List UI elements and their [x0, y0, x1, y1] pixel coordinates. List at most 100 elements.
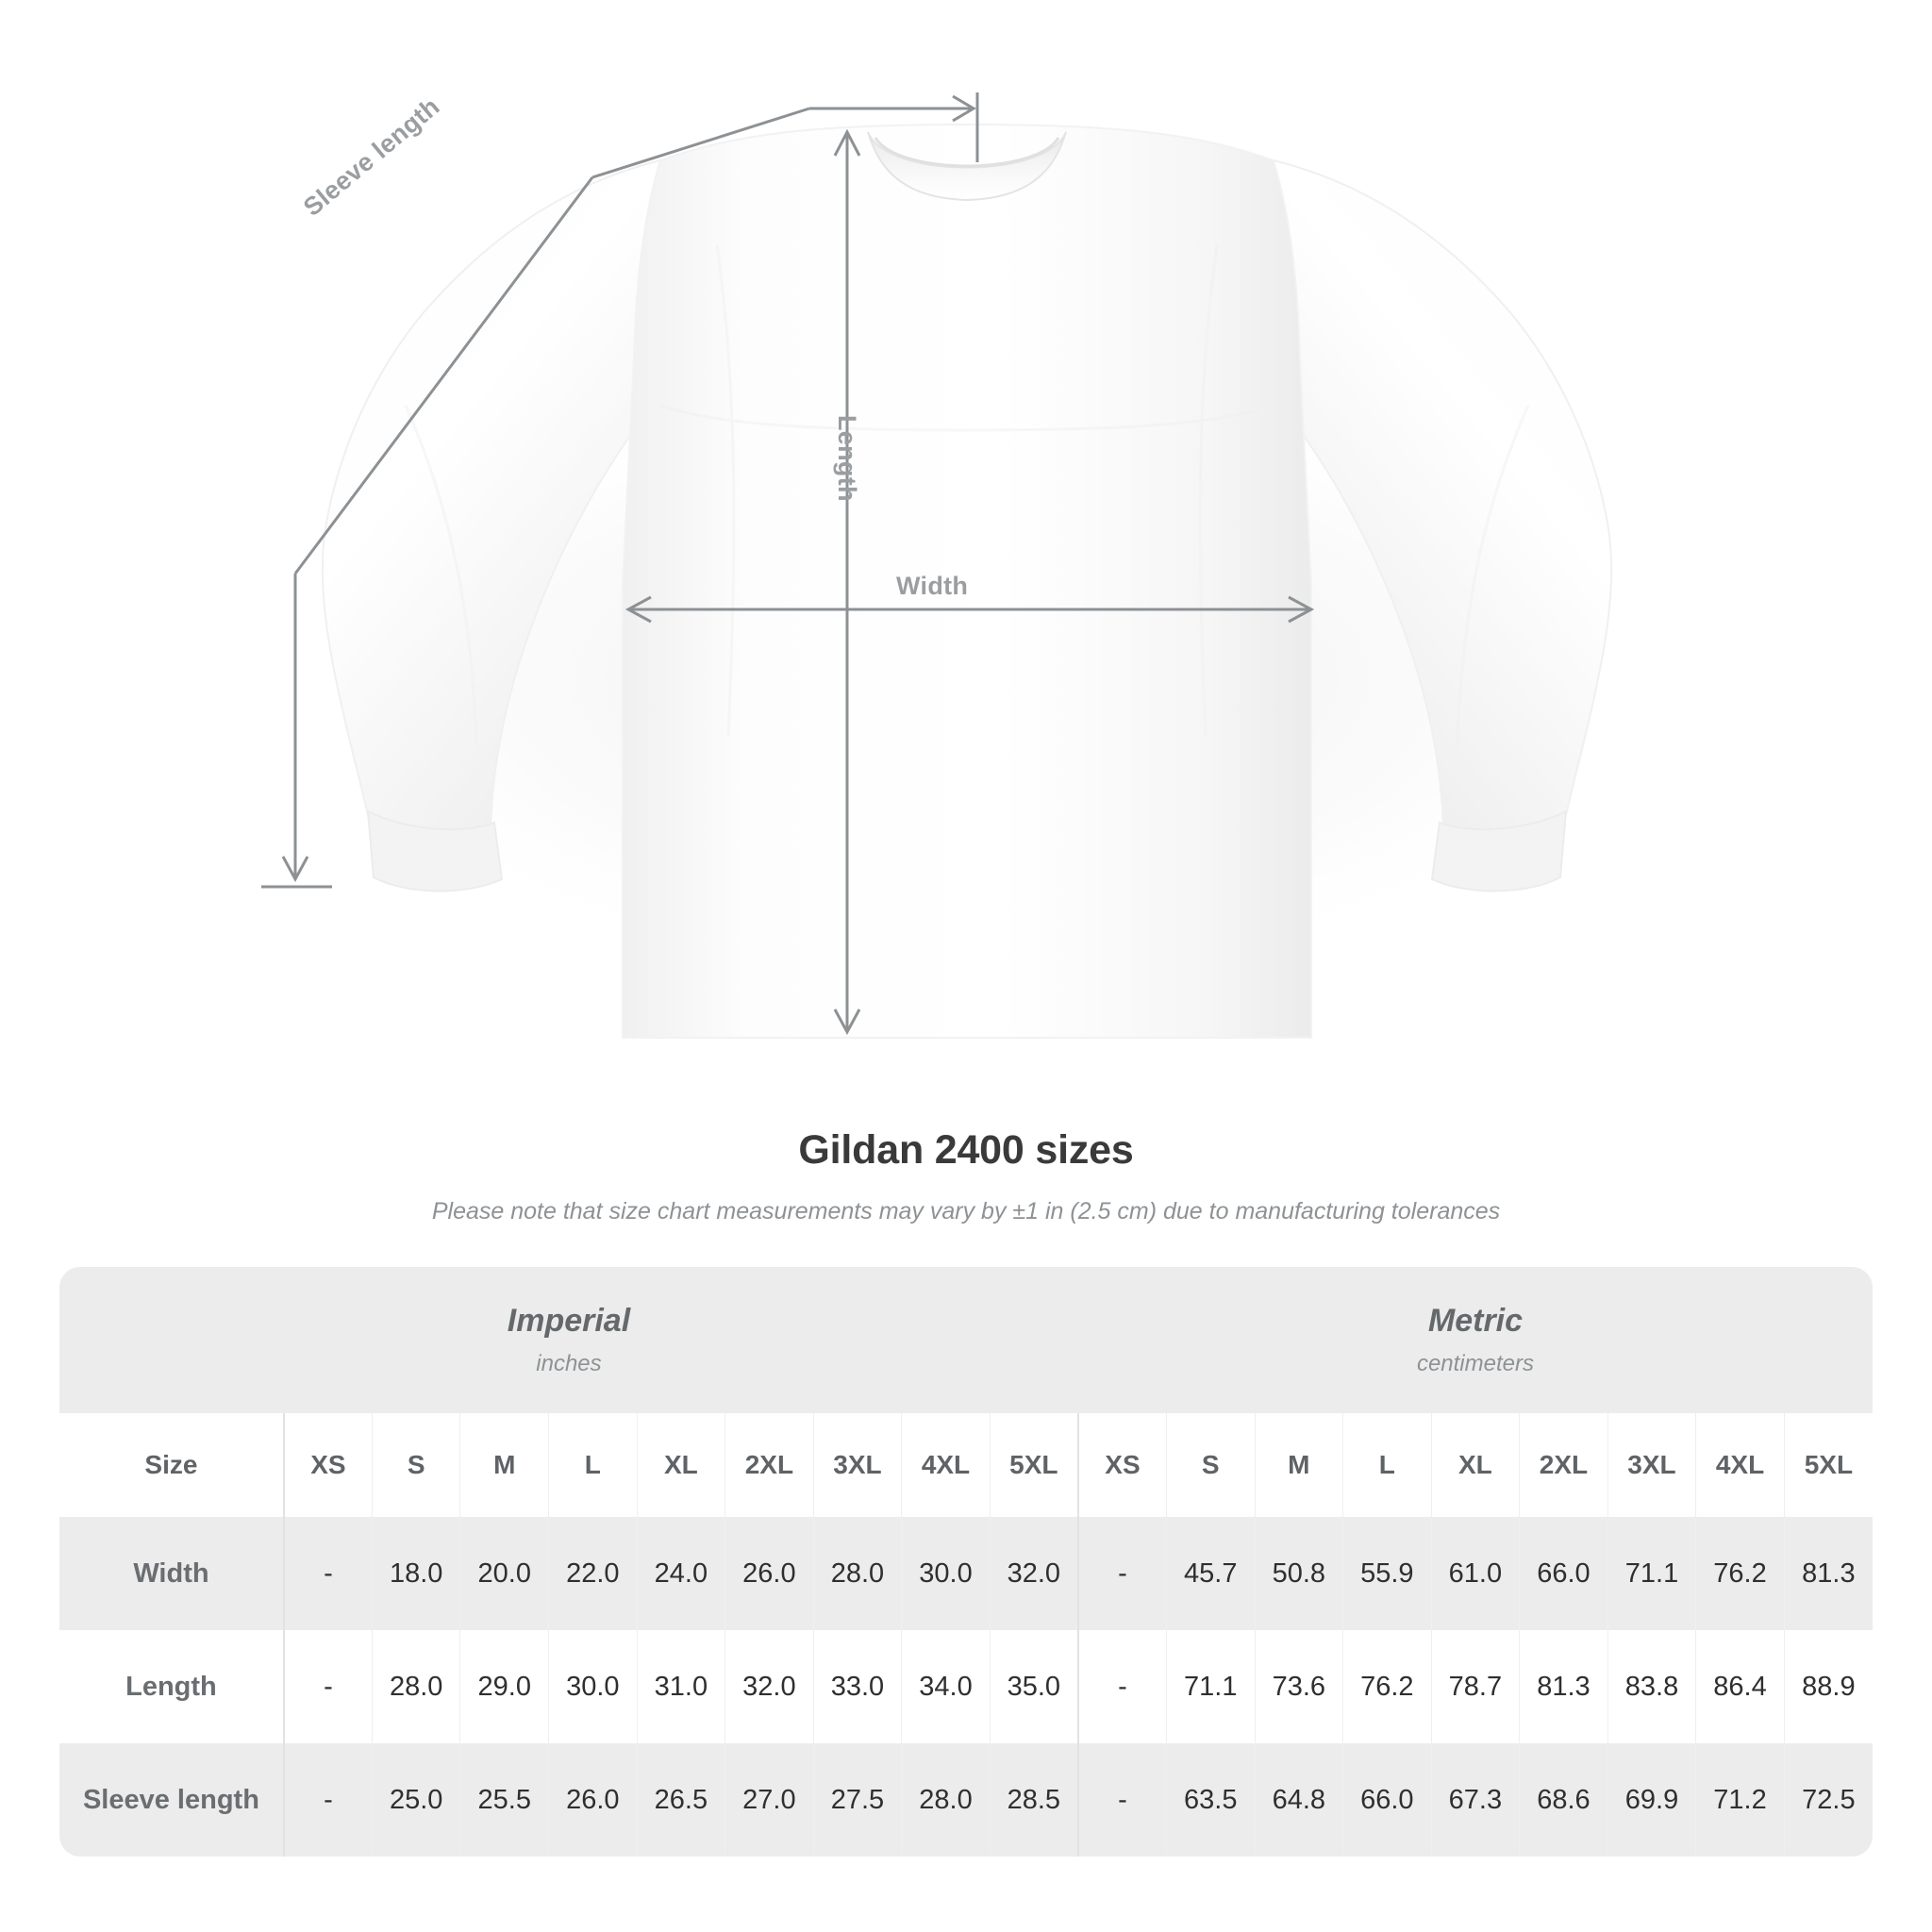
- size-header-metric-xl: XL: [1431, 1413, 1521, 1517]
- row-label-sleeve-length: Sleeve length: [59, 1743, 285, 1857]
- length-arrowhead-up: [833, 128, 861, 157]
- cell-width-imperial-m: 20.0: [459, 1517, 550, 1630]
- table-row-width: Width - 18.0 20.0 22.0 24.0 26.0 28.0 30…: [59, 1517, 1873, 1630]
- cell-sleeve-metric-s: 63.5: [1166, 1743, 1256, 1857]
- size-header-imperial-2xl: 2XL: [724, 1413, 814, 1517]
- fabric-folds: [404, 244, 1530, 746]
- cell-sleeve-imperial-4xl: 28.0: [901, 1743, 991, 1857]
- left-cuff: [366, 809, 504, 892]
- cell-width-metric-xs: -: [1077, 1517, 1167, 1630]
- cell-width-imperial-xs: -: [283, 1517, 373, 1630]
- shirt-torso: [622, 123, 1312, 1039]
- cell-width-imperial-xl: 24.0: [637, 1517, 726, 1630]
- size-header-imperial-xl: XL: [637, 1413, 726, 1517]
- cell-sleeve-imperial-m: 25.5: [459, 1743, 550, 1857]
- cell-width-imperial-l: 22.0: [548, 1517, 638, 1630]
- size-header-metric-xs: XS: [1077, 1413, 1167, 1517]
- cell-sleeve-imperial-s: 25.0: [372, 1743, 461, 1857]
- cell-length-metric-l: 76.2: [1342, 1630, 1432, 1743]
- cell-sleeve-imperial-xl: 26.5: [637, 1743, 726, 1857]
- size-header-label: Size: [59, 1413, 285, 1517]
- collar-inner-shadow: [874, 137, 1060, 168]
- row-label-width: Width: [59, 1517, 285, 1630]
- cell-width-imperial-3xl: 28.0: [813, 1517, 903, 1630]
- title-block: Gildan 2400 sizes Please note that size …: [0, 1127, 1932, 1225]
- size-header-imperial-l: L: [548, 1413, 638, 1517]
- size-header-row: Size XS S M L XL 2XL 3XL 4XL 5XL XS S M …: [59, 1413, 1873, 1517]
- unit-header-metric: Metric centimeters: [1077, 1267, 1873, 1413]
- cell-width-metric-3xl: 71.1: [1607, 1517, 1697, 1630]
- cell-length-metric-s: 71.1: [1166, 1630, 1256, 1743]
- cell-width-imperial-s: 18.0: [372, 1517, 461, 1630]
- table-row-length: Length - 28.0 29.0 30.0 31.0 32.0 33.0 3…: [59, 1630, 1873, 1743]
- page-subtitle: Please note that size chart measurements…: [431, 1198, 1501, 1224]
- row-label-length: Length: [59, 1630, 285, 1743]
- sleeve-diagonal-segment: [293, 176, 594, 575]
- unit-header-row: Imperial inches Metric centimeters: [59, 1267, 1873, 1413]
- width-dimension-label: Width: [896, 572, 969, 600]
- cell-width-imperial-5xl: 32.0: [990, 1517, 1079, 1630]
- cell-sleeve-metric-3xl: 69.9: [1607, 1743, 1697, 1857]
- cell-length-imperial-xl: 31.0: [637, 1630, 726, 1743]
- cell-length-metric-2xl: 81.3: [1519, 1630, 1608, 1743]
- cell-sleeve-metric-l: 66.0: [1342, 1743, 1432, 1857]
- cell-width-metric-xl: 61.0: [1431, 1517, 1521, 1630]
- width-dimension: [625, 595, 1315, 624]
- length-dimension: [833, 128, 861, 1036]
- cell-sleeve-metric-xs: -: [1077, 1743, 1167, 1857]
- size-header-imperial-4xl: 4XL: [901, 1413, 991, 1517]
- unit-name-imperial: Imperial: [507, 1303, 631, 1339]
- cell-width-imperial-4xl: 30.0: [901, 1517, 991, 1630]
- cell-length-imperial-5xl: 35.0: [990, 1630, 1079, 1743]
- sleeve-length-dimension: [261, 92, 979, 889]
- cell-sleeve-metric-2xl: 68.6: [1519, 1743, 1608, 1857]
- size-header-imperial-xs: XS: [283, 1413, 373, 1517]
- cell-width-metric-2xl: 66.0: [1519, 1517, 1608, 1630]
- cell-width-metric-m: 50.8: [1255, 1517, 1344, 1630]
- cell-sleeve-imperial-5xl: 28.5: [990, 1743, 1079, 1857]
- cell-sleeve-metric-m: 64.8: [1255, 1743, 1344, 1857]
- cell-length-metric-5xl: 88.9: [1784, 1630, 1873, 1743]
- width-arrowhead-left: [625, 595, 652, 624]
- cell-sleeve-metric-4xl: 71.2: [1695, 1743, 1785, 1857]
- cell-width-metric-5xl: 81.3: [1784, 1517, 1873, 1630]
- sleeve-arrowhead-down: [281, 856, 309, 883]
- cell-length-metric-4xl: 86.4: [1695, 1630, 1785, 1743]
- unit-name-metric: Metric: [1427, 1303, 1524, 1339]
- cell-length-imperial-m: 29.0: [459, 1630, 550, 1743]
- cell-length-imperial-s: 28.0: [372, 1630, 461, 1743]
- dimension-lines: [261, 92, 1315, 1036]
- size-header-metric-2xl: 2XL: [1519, 1413, 1608, 1517]
- size-header-metric-l: L: [1342, 1413, 1432, 1517]
- cell-width-imperial-2xl: 26.0: [724, 1517, 814, 1630]
- cell-length-imperial-3xl: 33.0: [813, 1630, 903, 1743]
- table-row-sleeve-length: Sleeve length - 25.0 25.5 26.0 26.5 27.0…: [59, 1743, 1873, 1857]
- unit-sub-imperial: inches: [536, 1351, 602, 1376]
- cell-width-metric-s: 45.7: [1166, 1517, 1256, 1630]
- size-header-imperial-m: M: [459, 1413, 550, 1517]
- cell-width-metric-4xl: 76.2: [1695, 1517, 1785, 1630]
- page-title: Gildan 2400 sizes: [798, 1127, 1134, 1173]
- length-arrowhead-down: [833, 1008, 861, 1036]
- cell-width-metric-l: 55.9: [1342, 1517, 1432, 1630]
- cell-sleeve-metric-xl: 67.3: [1431, 1743, 1521, 1857]
- cell-sleeve-imperial-2xl: 27.0: [724, 1743, 814, 1857]
- garment-diagram-svg: [261, 92, 1670, 1039]
- size-header-imperial-5xl: 5XL: [990, 1413, 1079, 1517]
- size-header-metric-3xl: 3XL: [1607, 1413, 1697, 1517]
- cell-sleeve-metric-5xl: 72.5: [1784, 1743, 1873, 1857]
- cell-sleeve-imperial-3xl: 27.5: [813, 1743, 903, 1857]
- right-cuff: [1430, 809, 1568, 892]
- size-header-metric-s: S: [1166, 1413, 1256, 1517]
- size-chart-table-wrap: Imperial inches Metric centimeters Size …: [59, 1267, 1873, 1857]
- width-arrowhead-right: [1288, 595, 1315, 624]
- unit-header-imperial: Imperial inches: [59, 1267, 1078, 1413]
- cell-length-imperial-xs: -: [283, 1630, 373, 1743]
- unit-sub-metric: centimeters: [1416, 1351, 1534, 1376]
- shirt-body-group: [321, 123, 1613, 1039]
- cell-length-metric-xl: 78.7: [1431, 1630, 1521, 1743]
- garment-illustration-panel: Sleeve length Length Width: [261, 92, 1670, 1039]
- size-header-metric-4xl: 4XL: [1695, 1413, 1785, 1517]
- length-dimension-label: Length: [833, 415, 861, 502]
- cell-length-metric-m: 73.6: [1255, 1630, 1344, 1743]
